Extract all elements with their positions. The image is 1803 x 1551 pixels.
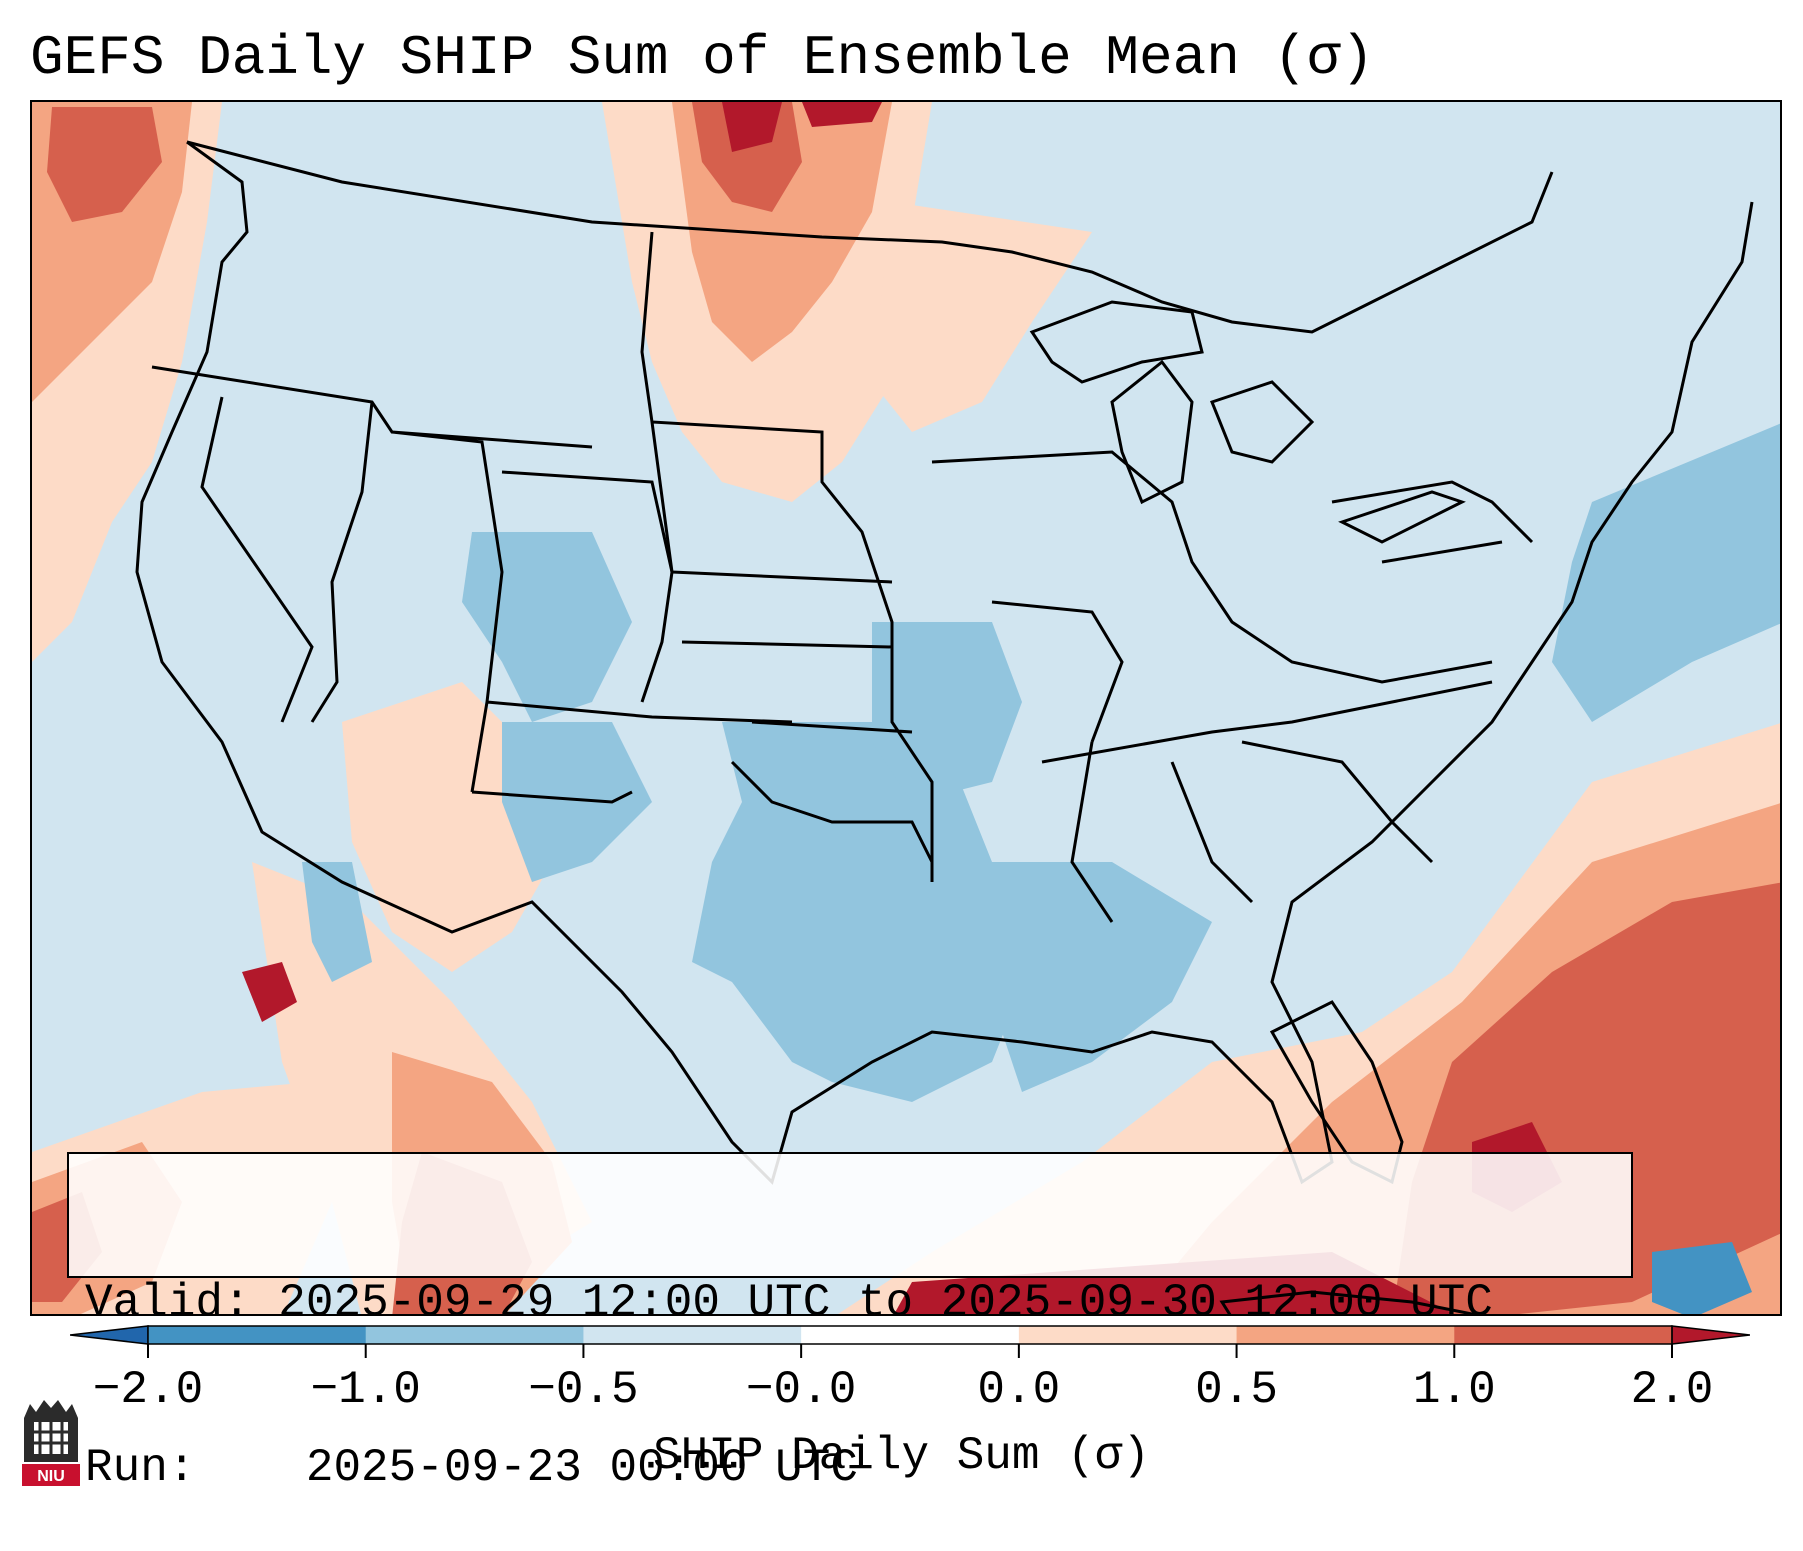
colorbar-extend-high [1671, 1325, 1750, 1345]
state-lines-central [640, 231, 934, 882]
cuba [1219, 1290, 1480, 1314]
anomaly-hispaniola [1652, 1242, 1752, 1314]
anomaly-atlantic-offshore [1552, 423, 1780, 722]
anomaly-kansas-missouri [872, 622, 1022, 802]
state-lines-east [931, 450, 1534, 923]
anomaly-texas-oklahoma [692, 722, 1032, 1102]
anomaly-gulf-coast [992, 862, 1212, 1092]
run-label: Run: [85, 1442, 196, 1494]
valid-line: Valid: 2025-09-29 12:00 UTC to 2025-09-3… [85, 1276, 1615, 1331]
colorbar-segment [365, 1326, 584, 1344]
anomaly-northern-plains-max-2 [802, 102, 882, 127]
anomaly-new-mexico [502, 722, 652, 882]
colorbar-tick-label: 0.5 [1195, 1364, 1278, 1416]
anomaly-colorado-wyoming [462, 532, 632, 722]
colorbar-tick-label: −0.5 [528, 1364, 639, 1416]
colorbar [70, 1325, 1750, 1358]
map-canvas [32, 102, 1780, 1314]
boundaries [135, 140, 1754, 1314]
validity-legend-box: Valid: 2025-09-29 12:00 UTC to 2025-09-3… [67, 1152, 1633, 1494]
map-panel[interactable] [30, 100, 1782, 1316]
anomaly-northern-plains-max [722, 102, 782, 152]
colorbar-label: SHIP Daily Sum (σ) [653, 1430, 1150, 1482]
run-value: 2025-09-23 00:00 UTC [305, 1442, 858, 1494]
run-line: Run: 2025-09-23 00:00 UTC [85, 1441, 1615, 1496]
canada-border [186, 140, 1554, 334]
colorbar-border [147, 1325, 1673, 1345]
colorbar-segment [1236, 1326, 1455, 1344]
colorbar-tick-label: −2.0 [92, 1364, 204, 1416]
colorbar-tick-label: −0.0 [745, 1364, 857, 1416]
anomaly-gulf-of-california [242, 962, 297, 1022]
great-lakes [1029, 300, 1466, 544]
colorbar-segment [1454, 1326, 1673, 1344]
colorbar-segment [583, 1326, 802, 1344]
valid-label: Valid: [85, 1277, 251, 1329]
colorbar-extend-low [70, 1325, 149, 1345]
anomaly-california-gulf [302, 862, 372, 982]
niu-logo-icon: NIU [22, 1400, 80, 1486]
colorbar-tick-label: 0.0 [977, 1364, 1061, 1416]
valid-value: 2025-09-29 12:00 UTC to 2025-09-30 12:00… [278, 1277, 1493, 1329]
colorbar-segment [1018, 1326, 1238, 1344]
chart-title: GEFS Daily SHIP Sum of Ensemble Mean (σ) [30, 26, 1375, 90]
anomaly-southwest [342, 682, 552, 972]
us-outline [135, 140, 1754, 1185]
colorbar-tick-label: −1.0 [310, 1364, 421, 1416]
anomaly-pacific-nw-peak [47, 107, 162, 222]
colorbar-segment [148, 1326, 367, 1344]
logo-text: NIU [37, 1468, 65, 1485]
negative-anomaly-regions [302, 423, 1780, 1314]
colorbar-tick-label: 2.0 [1630, 1364, 1714, 1416]
colorbar-segment [801, 1326, 1020, 1344]
colorbar-tick-label: 1.0 [1412, 1364, 1496, 1416]
